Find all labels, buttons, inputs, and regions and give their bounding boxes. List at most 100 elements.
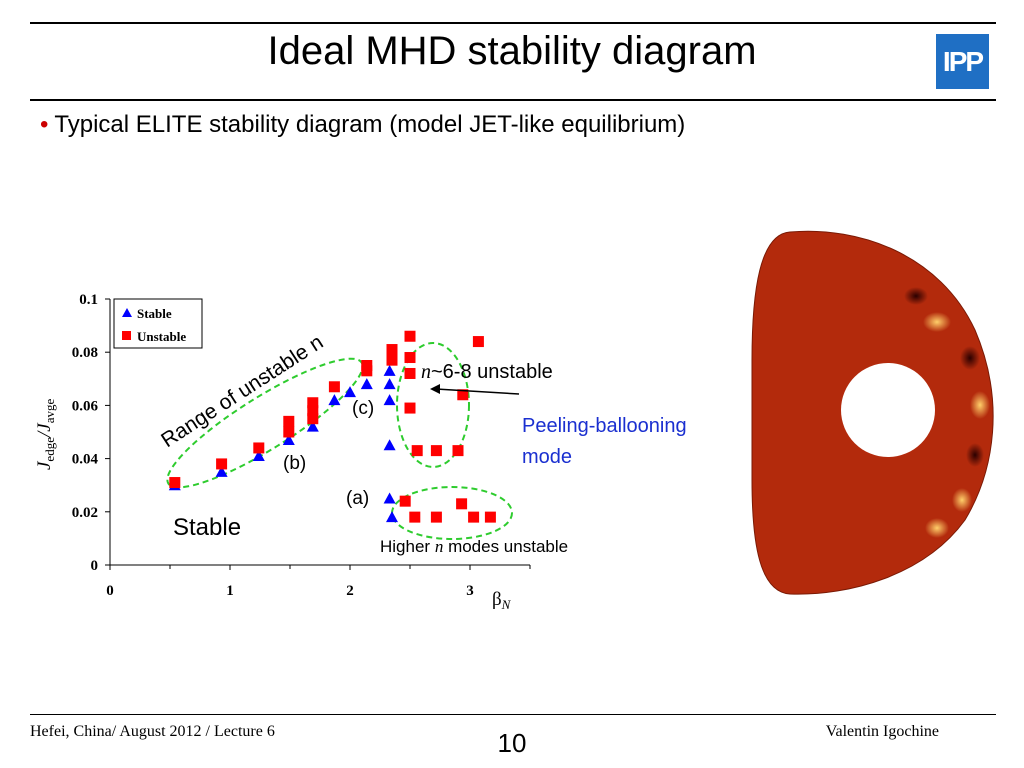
unstable-point [472, 336, 484, 348]
x-tick-label: 2 [346, 583, 354, 599]
unstable-point [386, 354, 398, 366]
ellipse-c [396, 342, 470, 468]
unstable-point [409, 511, 421, 523]
hotspot-4 [925, 518, 949, 538]
unstable-point [399, 495, 411, 507]
stable-point [386, 511, 398, 523]
y-tick-label: 0.06 [72, 398, 99, 414]
y-tick-label: 0.1 [79, 292, 98, 308]
top-rule [30, 22, 996, 24]
legend-unstable-marker [122, 331, 131, 340]
n-unstable-label: n~6-8 unstable [421, 361, 553, 383]
unstable-point [430, 511, 442, 523]
peeling-mode-label: mode [522, 446, 572, 468]
legend-unstable-label: Unstable [137, 329, 186, 344]
unstable-point [484, 511, 496, 523]
label-c: (c) [352, 398, 374, 419]
unstable-point [307, 405, 319, 417]
plasma-mode-image [751, 230, 994, 595]
unstable-point [253, 442, 265, 454]
chart-legend: Stable Unstable [113, 298, 203, 349]
bullet-text: Typical ELITE stability diagram (model J… [54, 111, 686, 138]
x-axis-label-main: β [492, 589, 502, 610]
unstable-point [452, 445, 464, 457]
stable-point [383, 439, 396, 451]
unstable-point [468, 511, 480, 523]
darkspot-1 [904, 287, 928, 305]
hotspot-2 [970, 391, 990, 419]
stable-point [215, 465, 228, 477]
x-tick-label: 1 [226, 583, 234, 599]
legend-stable-marker [122, 308, 132, 317]
unstable-point [386, 344, 398, 356]
unstable-point [283, 415, 295, 427]
unstable-point [430, 445, 442, 457]
stable-point [383, 378, 396, 390]
stable-point [306, 420, 319, 432]
legend-stable-label: Stable [137, 306, 172, 321]
stable-point [282, 433, 295, 445]
peeling-ballooning-label: Peeling-ballooning [522, 415, 687, 437]
title-rule [30, 99, 996, 101]
unstable-point [457, 389, 469, 401]
page-title: Ideal MHD stability diagram [267, 29, 757, 73]
y-axis-label-slash: /J [34, 422, 55, 438]
n-italic: n [421, 361, 431, 383]
stable-point [328, 394, 341, 406]
unstable-point [283, 426, 295, 438]
x-tick-label: 0 [106, 583, 114, 599]
n-unstable-rest: ~6-8 unstable [431, 361, 553, 383]
label-b: (b) [283, 453, 306, 474]
x-tick-label: 3 [466, 583, 474, 599]
y-axis-label-j: J [34, 460, 55, 470]
darkspot-2 [960, 346, 980, 370]
page-number: 10 [497, 728, 527, 758]
y-tick-label: 0 [91, 558, 99, 574]
higher-post: modes unstable [448, 537, 568, 556]
unstable-point [307, 397, 319, 409]
stable-region-label: Stable [173, 514, 241, 541]
y-tick-label: 0.02 [72, 505, 98, 521]
peeling-arrow-line [435, 388, 520, 395]
unstable-point [361, 360, 373, 371]
chart-axes: 0 0.02 0.04 0.06 0.08 0.1 0 1 2 3 [72, 292, 531, 599]
stable-point [252, 449, 265, 461]
label-a: (a) [346, 488, 369, 509]
unstable-point [169, 477, 181, 489]
stable-point [383, 492, 396, 504]
stable-point [383, 364, 396, 376]
hotspot-1 [923, 312, 951, 332]
y-axis-label-sub1: edge [42, 437, 57, 462]
unstable-point [411, 445, 423, 457]
y-tick-label: 0.08 [72, 345, 98, 361]
y-axis-label-sub2: avge [42, 399, 57, 424]
unstable-point [216, 458, 228, 470]
chart-marks [168, 330, 496, 523]
unstable-point [404, 367, 416, 379]
unstable-point [404, 352, 416, 364]
ipp-logo: IPP [936, 34, 989, 89]
bullet-item: • Typical ELITE stability diagram (model … [40, 111, 685, 139]
stable-point [360, 378, 373, 390]
y-axis-label: Jedge/Javge [34, 399, 57, 470]
footer-rule [30, 714, 996, 715]
unstable-point [456, 498, 468, 510]
stable-point [383, 394, 396, 406]
darkspot-3 [966, 443, 984, 467]
footer-right: Valentin Igochine [825, 723, 939, 740]
peeling-arrow-head [430, 384, 440, 394]
stable-point [344, 386, 356, 398]
unstable-point [307, 413, 319, 425]
unstable-point [404, 330, 416, 342]
plasma-center-hole [841, 363, 935, 457]
higher-n-label: Higher n modes unstable [380, 537, 568, 556]
footer-left: Hefei, China/ August 2012 / Lecture 6 [30, 723, 275, 740]
unstable-point [404, 402, 416, 414]
y-tick-label: 0.04 [72, 452, 99, 468]
higher-n-italic: n [435, 537, 444, 556]
range-of-unstable-n-label: Range of unstable n [157, 331, 327, 453]
x-axis-label: βN [492, 589, 512, 612]
higher-pre: Higher [380, 537, 430, 556]
x-axis-label-sub: N [501, 597, 512, 612]
